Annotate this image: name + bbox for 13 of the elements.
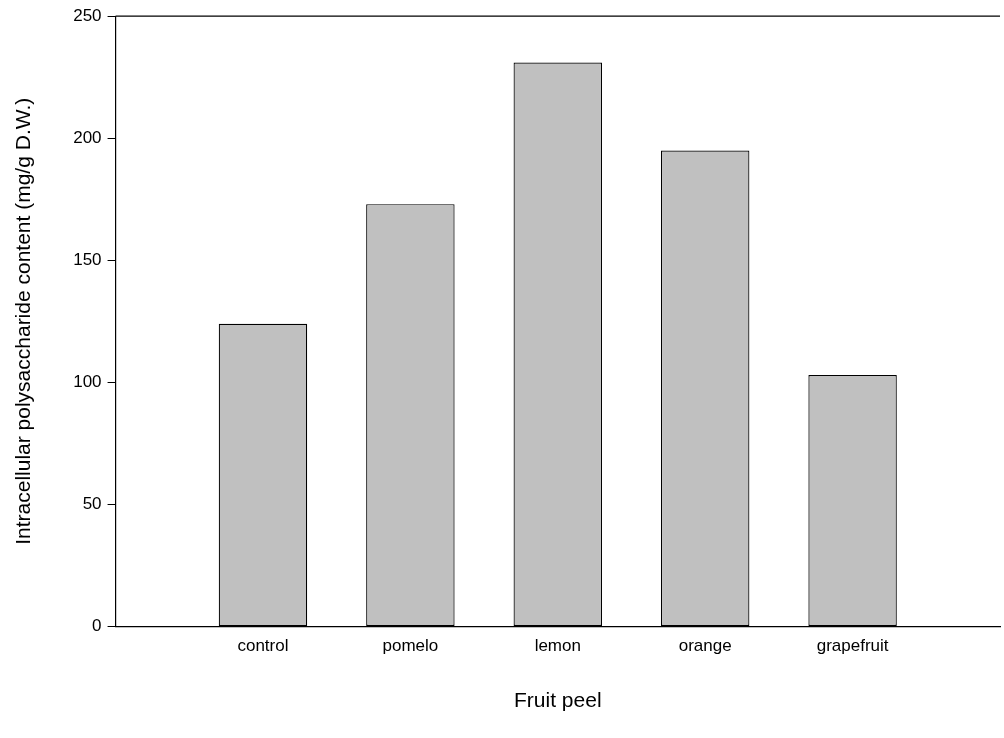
x-tick-label: grapefruit bbox=[816, 636, 889, 656]
y-tick-label: 100 bbox=[73, 372, 102, 392]
y-tick-label: 200 bbox=[73, 127, 102, 147]
y-tick-label: 250 bbox=[73, 5, 102, 25]
x-axis-title: Fruit peel bbox=[514, 688, 602, 712]
x-tick-label: lemon bbox=[534, 636, 581, 656]
y-tick-label: 0 bbox=[92, 616, 102, 636]
y-tick-label: 50 bbox=[82, 494, 102, 514]
y-axis-title: Intracellular polysaccharide content (mg/g D.W.) bbox=[11, 97, 35, 545]
y-tick-label: 150 bbox=[73, 249, 102, 269]
x-tick-label: pomelo bbox=[382, 636, 439, 656]
x-tick-label: control bbox=[237, 636, 289, 656]
x-tick-label: orange bbox=[678, 636, 732, 656]
